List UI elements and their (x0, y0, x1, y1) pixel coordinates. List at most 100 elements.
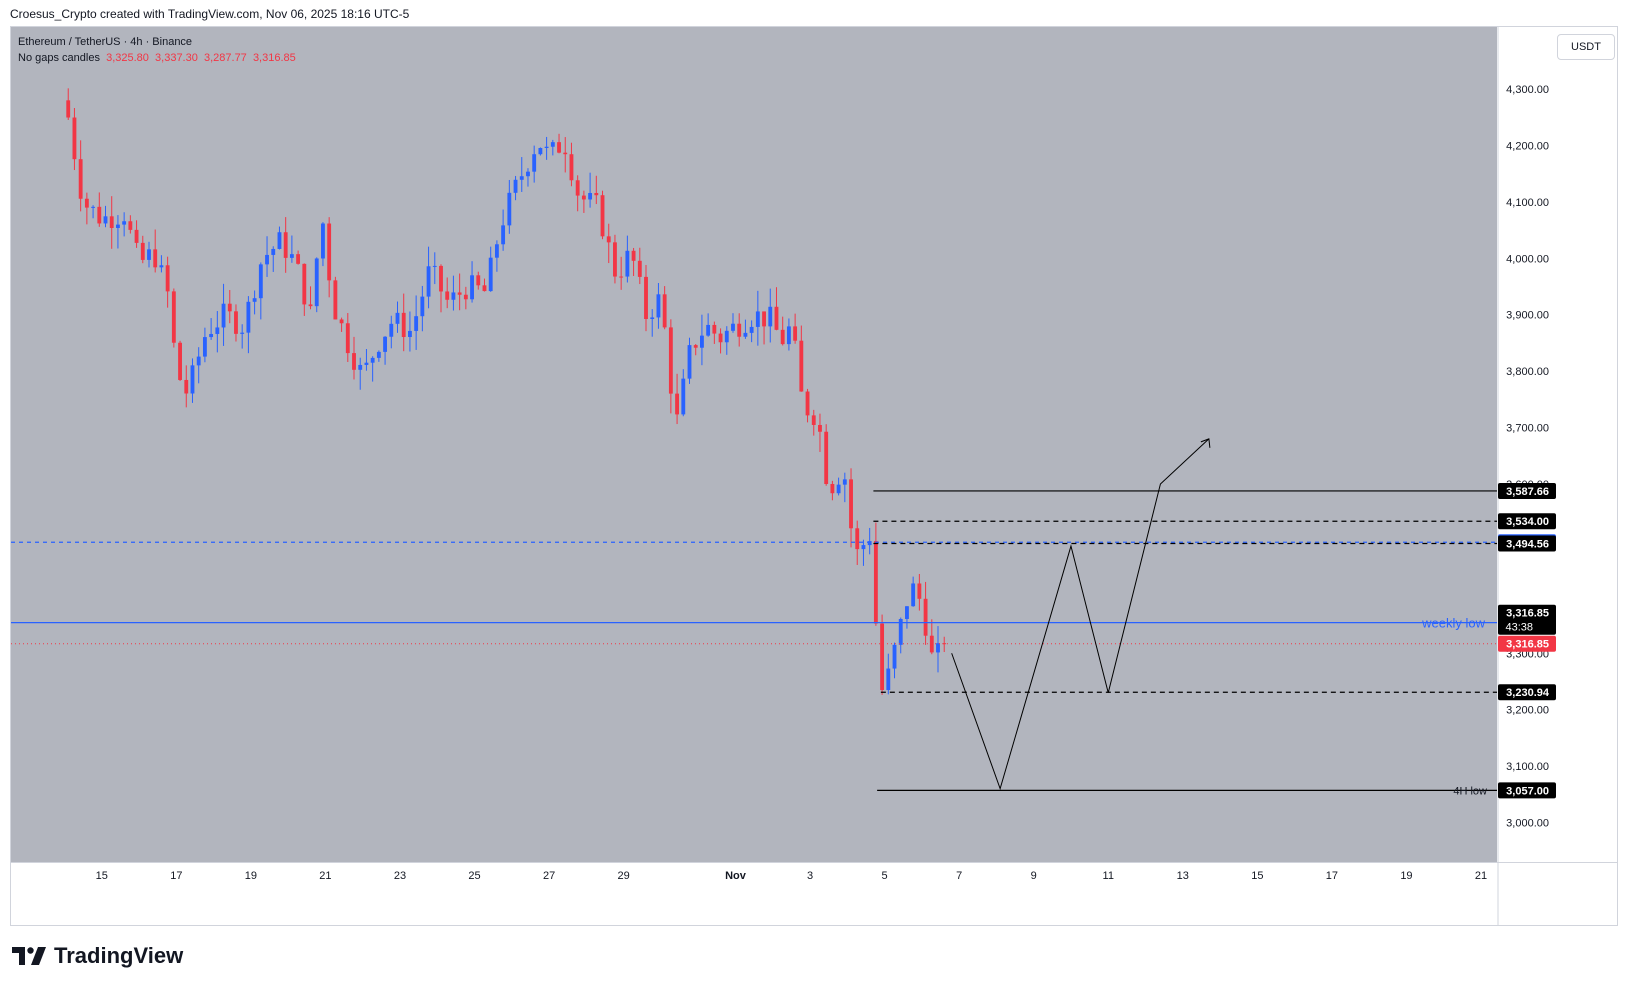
weekly-low-label: weekly low (1421, 616, 1485, 631)
candle-body (128, 221, 133, 230)
candle-body (308, 304, 313, 307)
candle-body (426, 266, 431, 297)
last-price-countdown-bg (1498, 604, 1556, 635)
level-3587-badge-bg (1498, 482, 1556, 499)
candle-body (134, 229, 139, 243)
candle-body (563, 152, 568, 155)
candle-body (936, 643, 940, 653)
tradingview-logo-text: TradingView (54, 943, 184, 968)
tradingview-logo[interactable]: TradingView (12, 943, 183, 969)
candle-body (557, 142, 561, 153)
candle-body (258, 264, 263, 299)
candle-body (886, 668, 891, 691)
candle-body (867, 541, 872, 546)
ohlc-open: 3,325.80 (106, 52, 149, 64)
candle-body (227, 303, 232, 312)
candle-body (234, 311, 238, 334)
candle-body (178, 342, 182, 380)
candle-body (637, 260, 642, 277)
level-3534-badge-bg (1498, 513, 1556, 530)
price-tick-label: 3,000.00 (1506, 818, 1549, 830)
time-tick-label: 15 (96, 870, 108, 882)
ohlc-row: No gaps candles 3,325.80 3,337.30 3,287.… (18, 50, 296, 66)
candle-body (364, 362, 369, 365)
price-tick-label: 3,700.00 (1506, 423, 1549, 435)
candle-body (370, 357, 375, 363)
candle-body (246, 301, 251, 333)
candle-body (72, 117, 77, 160)
candle-body (650, 317, 655, 320)
time-axis: 15 17 19 21 23 25 27 29 Nov 3 5 7 9 11 13 15 17 19 21 (96, 870, 1487, 882)
candle-body (159, 265, 164, 268)
time-tick-label: 3 (807, 870, 813, 882)
attribution-text: Croesus_Crypto created with TradingView.… (10, 7, 410, 21)
candle-body (519, 176, 524, 180)
time-tick-label: 29 (618, 870, 630, 882)
candle-body (302, 263, 307, 305)
chart-frame[interactable] (10, 26, 1618, 926)
candle-body (240, 332, 245, 334)
level-3494-badge-bg (1498, 535, 1556, 552)
candle-body (339, 319, 344, 324)
candle-body (513, 179, 518, 193)
candle-body (122, 221, 127, 225)
candle-body (376, 351, 381, 358)
candle-body (619, 276, 624, 278)
candle-body (463, 294, 468, 300)
time-tick-label: 9 (1031, 870, 1037, 882)
candle-body (842, 479, 847, 485)
candle-body (805, 391, 810, 416)
candle-body (644, 276, 648, 320)
time-tick-label: 21 (319, 870, 331, 882)
candle-body (681, 378, 686, 415)
candle-body (749, 326, 754, 333)
level-3587-badge: 3,587.66 (1506, 486, 1549, 498)
candle-body (693, 345, 698, 348)
candle-body (588, 192, 593, 200)
candle-body (911, 583, 916, 607)
candle-body (383, 336, 388, 352)
candle-body (408, 330, 412, 338)
candle-body (265, 254, 269, 265)
candle-body (743, 332, 748, 337)
candle-body (923, 598, 928, 636)
candle-body (296, 254, 301, 264)
time-tick-label: 21 (1475, 870, 1487, 882)
candle-body (668, 327, 673, 394)
levels-layer: weekly low 4H low (11, 490, 1497, 797)
price-tick-label: 3,800.00 (1506, 366, 1549, 378)
candle-body (439, 265, 443, 292)
candle-body (762, 311, 766, 327)
price-tick-label: 4,000.00 (1506, 253, 1549, 265)
candle-body (768, 306, 773, 327)
candle-body (544, 146, 549, 148)
candle-body (457, 292, 462, 295)
level-3534-badge: 3,534.00 (1506, 516, 1549, 528)
candle-body (662, 294, 667, 328)
candle-body (718, 333, 723, 343)
candle-body (271, 248, 276, 255)
plot-background (11, 27, 1497, 862)
time-tick-label: 13 (1177, 870, 1189, 882)
candle-body (184, 379, 189, 394)
candle-body (109, 216, 114, 228)
currency-button[interactable]: USDT (1557, 34, 1615, 60)
candle-body (401, 312, 406, 338)
symbol-title: Ethereum / TetherUS · 4h · Binance (18, 36, 193, 48)
candle-body (414, 316, 419, 331)
time-tick-label: 19 (245, 870, 257, 882)
price-tick-label: 4,100.00 (1506, 197, 1549, 209)
candle-body (849, 479, 853, 529)
price-tick-label: 4,200.00 (1506, 140, 1549, 152)
candle-body (209, 333, 214, 338)
symbol-legend[interactable]: Ethereum / TetherUS · 4h · Binance No ga… (18, 34, 296, 66)
candle-body (91, 206, 96, 208)
time-tick-label: 7 (956, 870, 962, 882)
candle-body (581, 195, 586, 200)
candle-body (656, 294, 661, 318)
candle-body (855, 528, 860, 550)
candle-body (196, 356, 201, 366)
candle-body (613, 242, 617, 277)
candle-body (780, 329, 785, 345)
